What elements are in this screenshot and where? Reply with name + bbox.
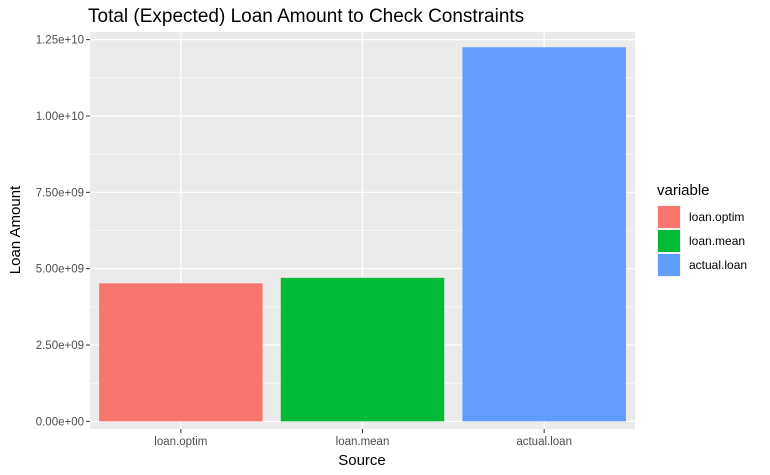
x-tick-label: loan.mean <box>336 436 390 448</box>
x-axis-ticks: loan.optim loan.mean actual.loan <box>154 429 572 448</box>
legend-label: loan.mean <box>689 234 745 248</box>
bars <box>99 47 626 422</box>
x-axis-title: Source <box>338 452 386 469</box>
legend-swatch-loan-optim <box>658 206 680 228</box>
legend: variable loan.optim loan.mean actual.loan <box>657 182 747 277</box>
legend-label: loan.optim <box>689 210 744 224</box>
x-tick-label: loan.optim <box>154 436 207 448</box>
y-axis-ticks: 0.00e+00 2.50e+09 5.00e+09 7.50e+09 1.00e+10… <box>36 35 90 428</box>
legend-title: variable <box>657 182 710 199</box>
y-tick-label: 5.00e+09 <box>36 264 84 276</box>
legend-swatch-loan-mean <box>658 230 680 252</box>
bar-actual-loan <box>462 47 626 422</box>
y-tick-label: 1.25e+10 <box>36 35 84 47</box>
y-tick-label: 0.00e+00 <box>36 416 84 428</box>
y-axis-title: Loan Amount <box>7 185 24 274</box>
legend-label: actual.loan <box>689 258 747 272</box>
bar-loan-optim <box>99 283 263 422</box>
y-tick-label: 7.50e+09 <box>36 187 84 199</box>
x-tick-label: actual.loan <box>516 436 572 448</box>
y-tick-label: 1.00e+10 <box>36 111 84 123</box>
chart-title: Total (Expected) Loan Amount to Check Co… <box>88 6 524 27</box>
y-tick-label: 2.50e+09 <box>36 340 84 352</box>
legend-items: loan.optim loan.mean actual.loan <box>657 205 747 277</box>
bar-loan-mean <box>280 277 445 422</box>
legend-swatch-actual-loan <box>658 254 680 276</box>
